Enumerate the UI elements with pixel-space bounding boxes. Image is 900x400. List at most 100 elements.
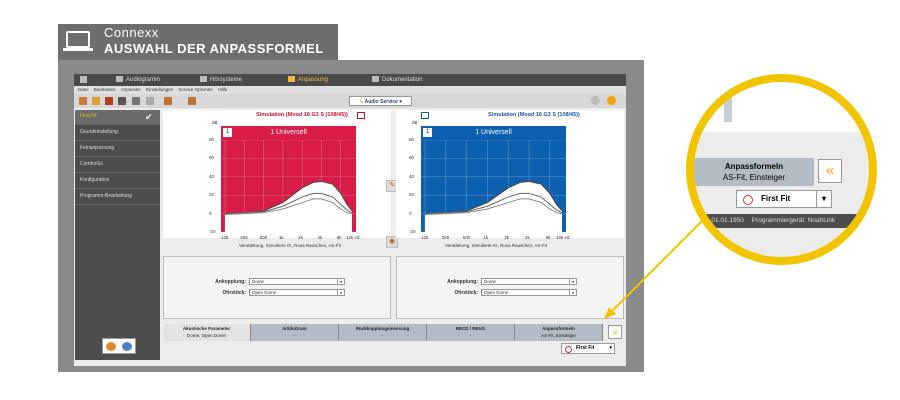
target-icon: [565, 346, 572, 353]
import-icon[interactable]: [164, 97, 172, 105]
tab-rueckkopplungsmessung[interactable]: Rückkopplungsmessung -: [339, 324, 427, 341]
left-y-unit: dB: [212, 120, 218, 125]
menu-hilfe[interactable]: Hilfe: [218, 87, 228, 92]
save-icon[interactable]: [105, 97, 113, 105]
zoom-status-bar: rd. 01.01.1950 Programmiergerät: NoahLin…: [694, 214, 869, 228]
first-fit-dropdown[interactable]: First Fit ▾: [561, 343, 615, 354]
tab-audiogramm[interactable]: Audiogramm: [116, 75, 160, 85]
undo-icon[interactable]: [132, 97, 140, 105]
tab-insitugram[interactable]: InSituGram -: [251, 324, 339, 341]
zoom-panel-edge: [724, 82, 732, 122]
right-x-tick-label: 1k: [483, 235, 489, 240]
left-x-tick-label: 125: [221, 235, 229, 240]
help-icon[interactable]: [607, 96, 616, 105]
left-ohrstueck-select[interactable]: Open Dome ▾: [249, 289, 345, 296]
header-banner: [58, 24, 338, 60]
right-y-tick-label: -20: [409, 229, 416, 234]
tab-anpassformeln[interactable]: Anpassformeln AS-Fit, Einsteiger: [515, 324, 603, 341]
left-y-tick-label: 40: [209, 173, 215, 179]
right-ankopplung-select[interactable]: Dome ▾: [481, 278, 577, 285]
sidebar-item-programm-bearbeitung[interactable]: Programm-Bearbeitung: [75, 190, 160, 205]
left-x-tick-label: 250: [240, 235, 248, 240]
hearing-aids-button[interactable]: [102, 338, 136, 354]
right-ankopplung-label: Ankopplung:: [447, 279, 478, 285]
right-program-number: 1: [423, 128, 432, 137]
left-fields-panel: [163, 256, 391, 319]
left-gain-chart: [221, 140, 356, 232]
tab-hoersysteme[interactable]: Hörsysteme: [200, 75, 242, 85]
left-program-header: 1 1 Universell: [221, 126, 356, 140]
menu-bearbeiten[interactable]: Bearbeiten: [93, 87, 116, 92]
zoom-first-fit-dropdown[interactable]: First Fit ▾: [736, 190, 832, 208]
brand-name: Connexx: [104, 25, 159, 40]
left-ankopplung-select[interactable]: Dome ▾: [249, 278, 345, 285]
menu-anpassen[interactable]: Anpassen: [120, 87, 141, 92]
left-program-name: 1 Universell: [270, 129, 307, 136]
page-title: AUSWAHL DER ANPASSFORMEL: [104, 41, 324, 56]
right-ohrstueck-select[interactable]: Open Dome ▾: [481, 289, 577, 296]
tab-recd-reug[interactable]: RECD / REUG -: [427, 324, 515, 341]
audio-service-button[interactable]: ⇘ Audio Service ▾: [349, 96, 412, 106]
connect-icon[interactable]: [92, 97, 100, 105]
sidebar-item-comforgo[interactable]: ComforGo: [75, 158, 160, 173]
tab-dokumentation[interactable]: Dokumentation: [372, 75, 422, 85]
right-x-tick-label: 500: [462, 235, 471, 240]
sidebar: [75, 110, 160, 360]
right-simulation-title: Simulation (Mood 16 G3 S (108/45)): [488, 112, 580, 118]
zoom-panel-area: [694, 82, 869, 132]
right-y-tick-label: 60: [409, 155, 415, 161]
left-program-number: 1: [223, 128, 232, 137]
tab-anpassung[interactable]: Anpassung: [288, 75, 328, 85]
left-x-tick-label: 500: [259, 235, 268, 240]
right-series-line-3: [424, 198, 563, 216]
chevron-down-icon: ▾: [337, 279, 344, 284]
right-x-tick-label: 250: [441, 235, 450, 240]
callout-pointer: [604, 218, 705, 319]
left-x-tick-label: 8k: [336, 235, 342, 240]
sidebar-item-konfiguration[interactable]: Konfiguration: [75, 174, 160, 189]
left-x-tick-label-last: 12k Hz: [346, 235, 361, 240]
right-x-tick-label: 8k: [545, 235, 551, 240]
menu-bar: Datei Bearbeiten Anpassen Einstellungen …: [74, 86, 626, 94]
print-icon[interactable]: [118, 97, 126, 105]
chevron-down-icon: ▾: [816, 191, 831, 207]
hearing-aid-icon: [200, 76, 207, 83]
redo-icon[interactable]: [146, 97, 154, 105]
right-series-line-1: [424, 180, 563, 215]
collapse-chevron-button[interactable]: «: [608, 325, 622, 339]
left-y-tick-label: -20: [209, 229, 216, 234]
view-button[interactable]: ◉: [386, 236, 398, 248]
zoom-chevron-button[interactable]: «: [818, 159, 842, 183]
right-ear-icon: [122, 342, 132, 351]
sidebar-item-grundeinstellung[interactable]: Grundeinstellung: [75, 126, 160, 141]
right-x-tick-label: 2k: [504, 235, 509, 240]
menu-datei[interactable]: Datei: [78, 87, 89, 92]
sidebar-item-feinanpassung[interactable]: Feinanpassung: [75, 142, 160, 157]
program-icon[interactable]: [79, 97, 87, 105]
sidebar-item-first-fit[interactable]: First Fit: [75, 110, 160, 125]
left-y-tick-label: 60: [209, 155, 215, 161]
user-icon[interactable]: [591, 96, 600, 105]
left-chart-caption: Verstärkung, Simulierte IG, Rosa Rausche…: [239, 243, 341, 248]
left-y-tick-label: 0: [209, 210, 212, 216]
settings-icon[interactable]: [188, 97, 196, 105]
right-y-tick-label: 20: [409, 192, 415, 198]
laptop-icon: [66, 31, 90, 48]
home-icon[interactable]: [80, 76, 87, 83]
zoom-tab-anpassformeln[interactable]: Anpassformeln AS-Fit, Einsteiger: [694, 158, 814, 186]
menu-service-optionen[interactable]: Service Optionen: [178, 87, 213, 92]
menu-einstellungen[interactable]: Einstellungen: [146, 87, 174, 92]
right-gain-chart: [421, 140, 566, 232]
left-x-tick-label: 2k: [298, 235, 303, 240]
laptop-icon-base: [63, 48, 93, 51]
tab-akustische-parameter[interactable]: Akustische Parameter Dome, Open Dome: [163, 324, 251, 341]
left-series-line-1: [224, 180, 353, 215]
right-speaker-icon[interactable]: [421, 112, 429, 119]
chevron-down-icon: ▾: [569, 279, 576, 284]
right-program-header: 1 1 Universell: [421, 126, 566, 140]
left-series-line-3: [224, 198, 353, 216]
right-fields-panel: [396, 256, 624, 319]
left-speaker-icon[interactable]: [357, 112, 365, 119]
chevron-down-icon: ▾: [569, 290, 576, 295]
left-ear-icon: [106, 342, 116, 351]
